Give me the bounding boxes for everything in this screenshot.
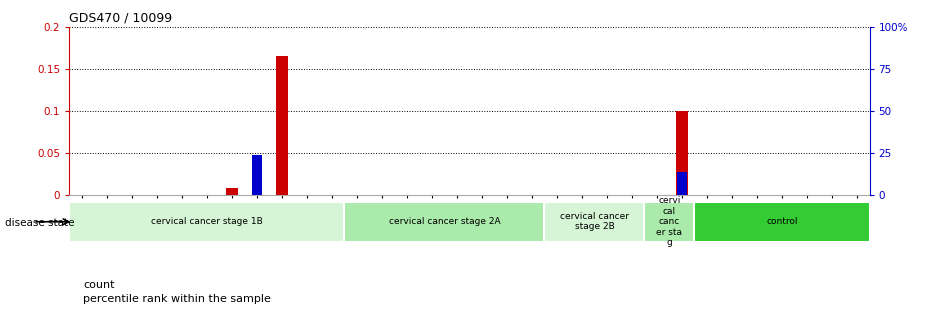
Bar <box>344 202 545 242</box>
Text: cervi
cal
canc
er sta
g: cervi cal canc er sta g <box>657 197 683 247</box>
Bar <box>677 172 687 195</box>
Bar <box>676 111 688 195</box>
Text: GDS470 / 10099: GDS470 / 10099 <box>69 11 172 24</box>
Bar <box>252 155 262 195</box>
Text: disease state: disease state <box>5 218 74 228</box>
Bar <box>645 202 695 242</box>
Text: count: count <box>83 280 115 290</box>
Bar <box>69 202 344 242</box>
Bar <box>226 188 238 195</box>
Bar <box>695 202 869 242</box>
Text: cervical cancer
stage 2B: cervical cancer stage 2B <box>560 212 629 232</box>
Bar <box>545 202 645 242</box>
Bar <box>276 56 289 195</box>
Text: cervical cancer stage 2A: cervical cancer stage 2A <box>388 217 500 226</box>
Text: percentile rank within the sample: percentile rank within the sample <box>83 294 271 304</box>
Text: cervical cancer stage 1B: cervical cancer stage 1B <box>151 217 263 226</box>
Text: control: control <box>766 217 797 226</box>
